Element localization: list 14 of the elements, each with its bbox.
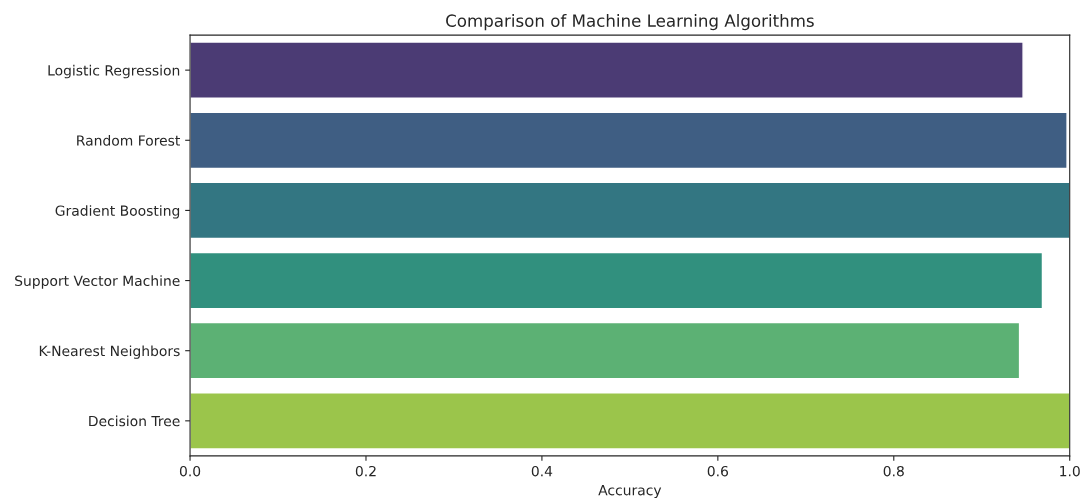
x-tick-label: 0.0 <box>179 465 201 477</box>
y-tick-label: Random Forest <box>77 135 180 146</box>
y-tick-label: Support Vector Machine <box>15 275 180 289</box>
y-tick-label: K-Nearest Neighbors <box>39 345 180 359</box>
x-axis-title: Accuracy <box>598 485 662 499</box>
y-tick-label: Logistic Regression <box>48 64 180 79</box>
y-tick-label: Decision Tree <box>89 415 180 427</box>
chart-title: Comparison of Machine Learning Algorithms <box>446 14 814 31</box>
y-tick-label: Gradient Boosting <box>55 205 180 219</box>
x-tick-label: 0.4 <box>531 465 553 477</box>
x-tick-label: 0.8 <box>883 465 904 477</box>
x-tick-label: 0.6 <box>707 465 729 477</box>
x-tick-label: 0.2 <box>355 465 376 477</box>
x-tick-label: 1.0 <box>1060 465 1080 477</box>
